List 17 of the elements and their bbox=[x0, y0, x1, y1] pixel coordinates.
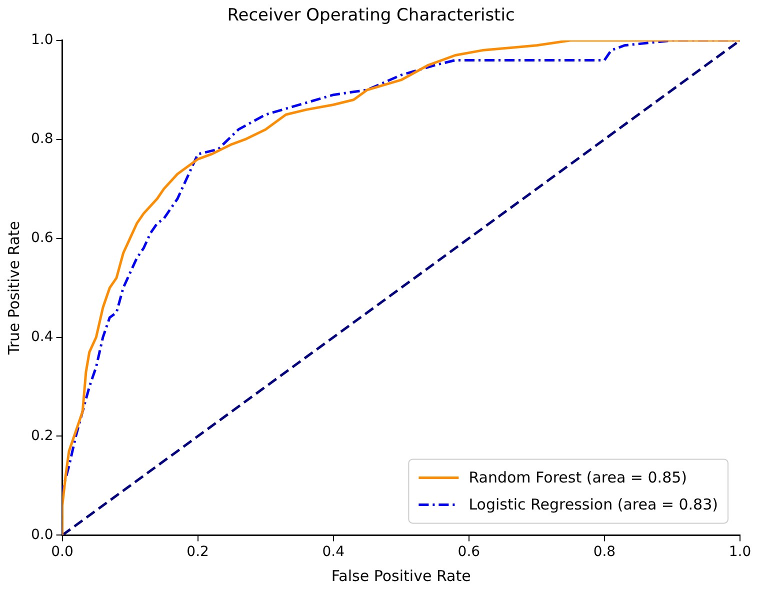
y-tick-label: 0.0 bbox=[31, 526, 54, 543]
y-tick-label: 0.8 bbox=[31, 131, 54, 147]
y-tick-label: 0.6 bbox=[31, 230, 54, 246]
x-tick-label: 0.2 bbox=[186, 544, 209, 560]
x-tick-label: 0.4 bbox=[322, 544, 345, 560]
x-tick-label: 0.0 bbox=[51, 544, 74, 560]
y-tick-label: 0.2 bbox=[31, 428, 54, 444]
y-tick-label: 0.4 bbox=[31, 328, 54, 345]
x-axis-title: False Positive Rate bbox=[331, 566, 471, 585]
x-tick-label: 1.0 bbox=[728, 544, 752, 560]
y-tick-label: 1.0 bbox=[31, 32, 54, 48]
legend-label: Random Forest (area = 0.85) bbox=[468, 468, 688, 487]
x-tick-label: 0.6 bbox=[458, 544, 480, 560]
y-axis-title: True Positive Rate bbox=[4, 220, 23, 356]
x-tick-label: 0.8 bbox=[593, 544, 616, 560]
legend-label: Logistic Regression (area = 0.83) bbox=[468, 496, 718, 514]
chart-title: Receiver Operating Characteristic bbox=[227, 6, 515, 26]
